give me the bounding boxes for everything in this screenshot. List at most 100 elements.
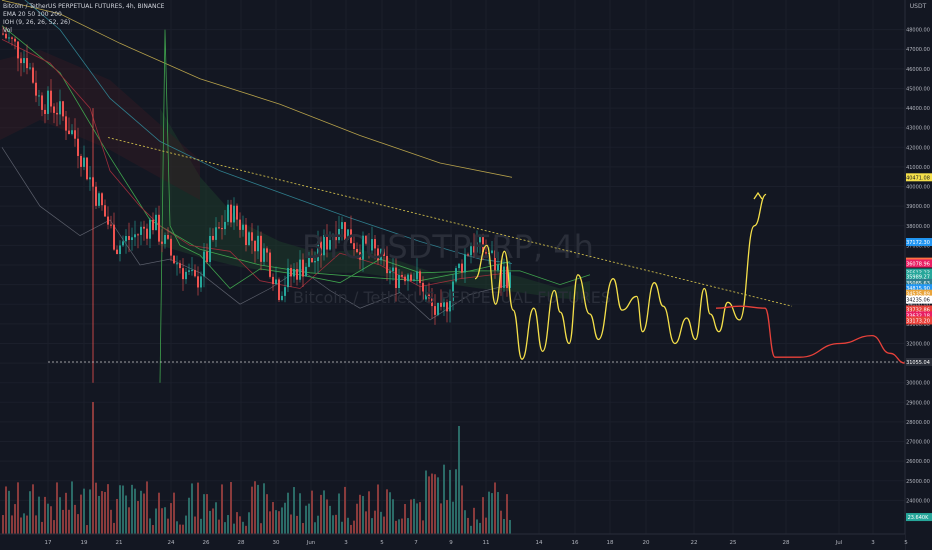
volume-bar xyxy=(203,494,205,534)
volume-bar xyxy=(191,483,193,534)
volume-bar xyxy=(56,482,58,534)
volume-bar xyxy=(38,496,40,534)
watermark-description: Bitcoin / TetherUS PERPETUAL FUTURES xyxy=(293,288,611,307)
candle-down xyxy=(296,269,298,280)
candle-up xyxy=(38,95,40,97)
projection-yellow-arrow xyxy=(753,191,763,200)
volume-bar xyxy=(425,470,427,534)
volume-bar xyxy=(296,515,298,534)
candle-up xyxy=(242,224,244,230)
candle-down xyxy=(65,116,67,131)
candle-down xyxy=(197,276,199,288)
candle-down xyxy=(110,224,112,226)
candle-up xyxy=(119,245,121,254)
volume-bar xyxy=(284,502,286,534)
candle-down xyxy=(278,279,280,301)
volume-bar xyxy=(2,515,4,534)
candle-down xyxy=(182,268,184,280)
candle-down xyxy=(53,106,55,113)
candle-up xyxy=(134,234,136,238)
volume-bar xyxy=(323,490,325,534)
volume-bar xyxy=(461,485,463,534)
x-tick-label: 20 xyxy=(643,540,650,546)
candle-down xyxy=(146,228,148,239)
legend-ichimoku: IOH (9, 26, 26, 52, 26) xyxy=(3,19,71,26)
volume-bar xyxy=(488,491,490,534)
volume-bar xyxy=(251,486,253,534)
volume-bar xyxy=(272,502,274,534)
volume-bar xyxy=(440,503,442,534)
candle-up xyxy=(140,226,142,235)
candlesticks xyxy=(2,25,511,383)
volume-bar xyxy=(248,512,250,534)
price-label-bg xyxy=(906,305,932,314)
candle-down xyxy=(44,109,46,114)
candle-up xyxy=(458,263,460,269)
candle-up xyxy=(455,268,457,282)
volume-bar xyxy=(386,489,388,534)
volume-bar xyxy=(371,518,373,534)
candle-up xyxy=(308,256,310,267)
candle-down xyxy=(116,249,118,254)
volume-bar xyxy=(278,511,280,534)
volume-bar xyxy=(59,497,61,534)
x-tick-label: 26 xyxy=(203,540,210,546)
legend-volume: Vol xyxy=(3,27,12,34)
volume-bar xyxy=(227,515,229,534)
candle-up xyxy=(176,263,178,265)
volume-bar xyxy=(74,504,76,534)
candle-down xyxy=(356,248,358,253)
time-axis[interactable]: 17 19 21 24 26 28 30 Jun 3 5 7 9 11 14 16 18 20 22 25 28 Jul… xyxy=(0,533,908,550)
volume-bar xyxy=(437,477,439,534)
candle-down xyxy=(86,157,88,180)
volume-bar xyxy=(14,504,16,534)
candle-down xyxy=(14,38,16,42)
y-tick-label: 41000.00 xyxy=(906,165,930,171)
volume-bar xyxy=(194,516,196,534)
candle-up xyxy=(29,67,31,69)
candle-up xyxy=(503,266,505,288)
candle-up xyxy=(23,58,25,64)
volume-bar xyxy=(299,493,301,534)
volume-bar xyxy=(506,494,508,534)
price-label-bg xyxy=(906,272,932,281)
candle-down xyxy=(386,255,388,274)
y-tick-label: 40000.00 xyxy=(906,185,930,191)
volume-bar xyxy=(20,517,22,534)
candle-down xyxy=(266,248,268,253)
volume-bar xyxy=(62,509,64,534)
volume-bar xyxy=(395,520,397,534)
x-tick-label: 19 xyxy=(81,540,88,546)
price-label: 23.640K xyxy=(908,515,929,521)
candle-down xyxy=(446,302,448,312)
x-tick-label: 16 xyxy=(572,540,579,546)
y-tick-label: 29000.00 xyxy=(906,400,930,406)
volume-bar xyxy=(443,464,445,534)
candle-down xyxy=(290,268,292,277)
volume-bar xyxy=(86,525,88,534)
candle-up xyxy=(407,274,409,282)
volume-bar xyxy=(491,493,493,534)
currency-label: USDT xyxy=(910,3,927,10)
candle-down xyxy=(161,241,163,244)
candle-down xyxy=(152,219,154,231)
price-label-bg xyxy=(906,311,932,320)
volume-bar xyxy=(428,476,430,534)
y-tick-label: 30000.00 xyxy=(906,381,930,387)
volume-bar xyxy=(431,473,433,534)
candle-up xyxy=(8,37,10,39)
volume-bar xyxy=(170,503,172,534)
y-tick-label: 46000.00 xyxy=(906,67,930,73)
volume-bar xyxy=(332,515,334,534)
volume-bar xyxy=(47,503,49,534)
candle-up xyxy=(263,248,265,262)
price-axis[interactable]: 48000.00 47000.00 46000.00 45000.00 44000.00… xyxy=(904,0,932,550)
volume-bar xyxy=(383,516,385,534)
candle-up xyxy=(257,235,259,252)
volume-bar xyxy=(455,469,457,534)
candle-up xyxy=(281,295,283,301)
volume-bar xyxy=(50,506,52,534)
volume-bar xyxy=(467,517,469,534)
x-tick-label: 14 xyxy=(536,540,543,546)
